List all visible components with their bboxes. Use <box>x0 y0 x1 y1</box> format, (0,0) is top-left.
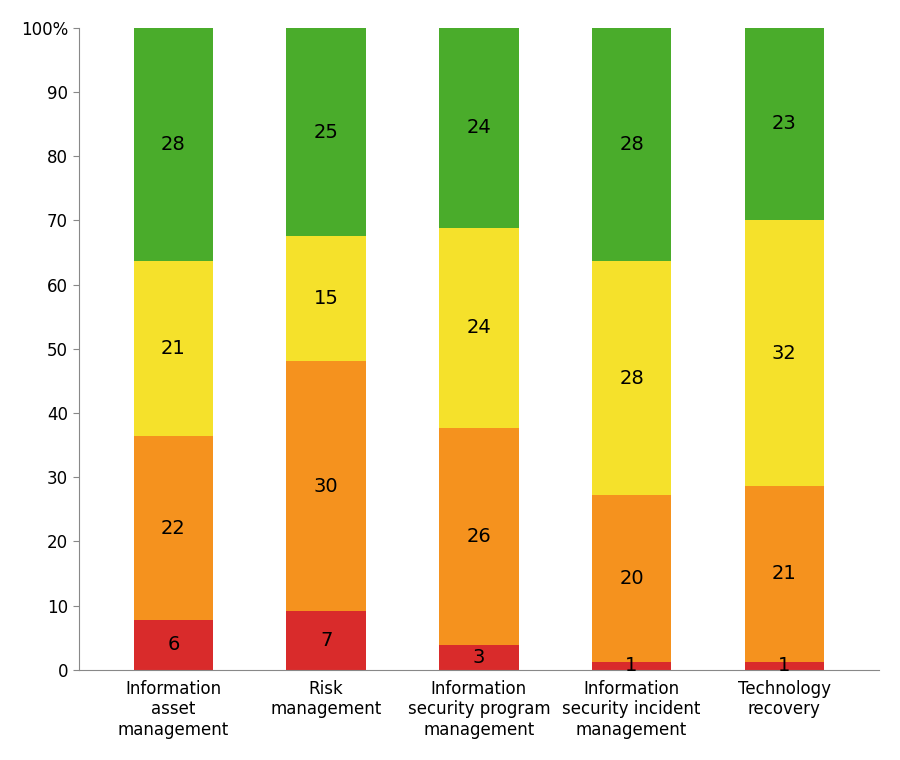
Text: 24: 24 <box>466 119 491 138</box>
Text: 24: 24 <box>466 318 491 337</box>
Text: 21: 21 <box>161 339 185 358</box>
Text: 21: 21 <box>772 565 796 584</box>
Bar <box>134 261 213 436</box>
Text: 22: 22 <box>161 518 185 537</box>
Text: 28: 28 <box>161 135 185 154</box>
Text: 30: 30 <box>314 477 338 496</box>
Bar <box>592 495 671 661</box>
Bar <box>439 28 518 228</box>
Bar <box>286 28 365 236</box>
Bar <box>439 644 518 670</box>
Text: 28: 28 <box>619 135 644 154</box>
Text: 20: 20 <box>619 568 644 587</box>
Bar <box>744 486 824 661</box>
Text: 26: 26 <box>466 527 491 546</box>
Text: 1: 1 <box>778 656 790 675</box>
Bar <box>592 261 671 495</box>
Bar <box>592 661 671 670</box>
Bar <box>286 361 365 612</box>
Bar <box>286 612 365 670</box>
Text: 1: 1 <box>626 656 638 675</box>
Bar <box>439 428 518 644</box>
Bar <box>744 28 824 220</box>
Text: 3: 3 <box>472 648 485 667</box>
Bar <box>134 620 213 670</box>
Bar <box>744 661 824 670</box>
Text: 23: 23 <box>772 114 796 133</box>
Text: 32: 32 <box>772 344 796 363</box>
Bar <box>286 236 365 361</box>
Bar <box>134 28 213 261</box>
Text: 28: 28 <box>619 369 644 388</box>
Bar <box>439 228 518 428</box>
Bar <box>592 28 671 261</box>
Text: 25: 25 <box>314 122 338 141</box>
Bar <box>134 436 213 620</box>
Text: 15: 15 <box>314 290 338 309</box>
Text: 7: 7 <box>320 631 332 650</box>
Bar <box>744 220 824 486</box>
Text: 6: 6 <box>167 635 180 654</box>
